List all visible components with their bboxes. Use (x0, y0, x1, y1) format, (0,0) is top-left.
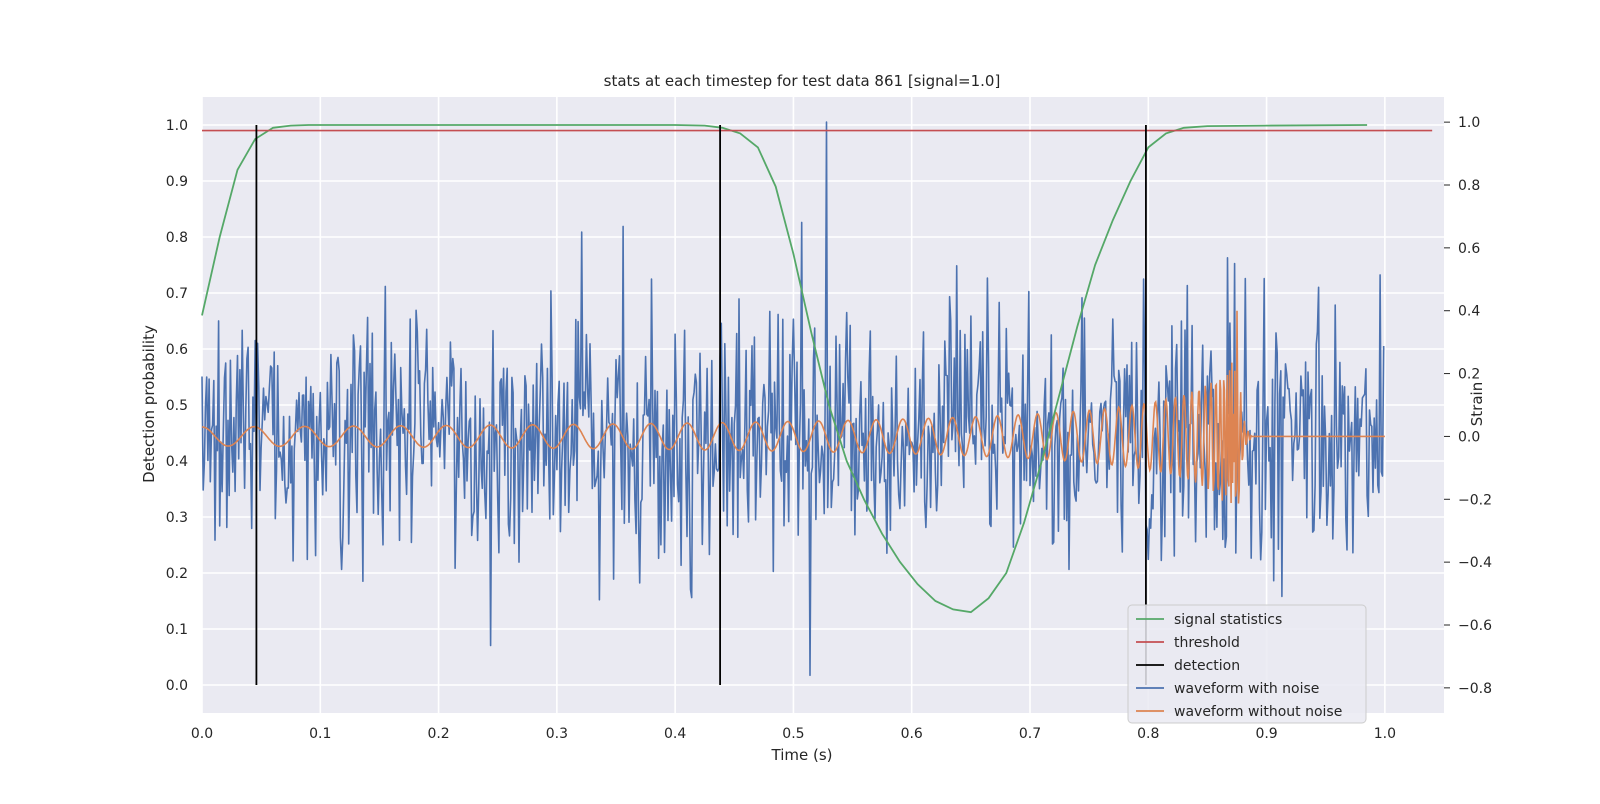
y-tick-label-left: 0.7 (166, 286, 188, 302)
y-tick-label-right: −0.4 (1458, 555, 1492, 571)
x-tick-label: 0.3 (546, 726, 568, 742)
x-tick-label: 1.0 (1374, 726, 1396, 742)
legend-label: waveform without noise (1174, 704, 1342, 720)
legend-label: waveform with noise (1174, 681, 1319, 697)
y-tick-label-right: 1.0 (1458, 115, 1480, 131)
series-waveform-without-noise (201, 310, 1385, 504)
y-tick-label-right: −0.2 (1458, 492, 1492, 508)
y-tick-label-right: 0.8 (1458, 178, 1480, 194)
x-tick-label: 0.0 (191, 726, 213, 742)
y-tick-label-left: 0.1 (166, 622, 188, 638)
x-tick-label: 0.5 (782, 726, 804, 742)
y-tick-label-left: 0.6 (166, 342, 188, 358)
x-tick-label: 0.1 (309, 726, 331, 742)
x-tick-label: 0.7 (1019, 726, 1041, 742)
y-tick-label-right: 0.6 (1458, 241, 1480, 257)
x-tick-label: 0.4 (664, 726, 686, 742)
y-tick-label-left: 0.5 (166, 398, 188, 414)
series-waveform-with-noise (201, 121, 1385, 677)
y-tick-label-right: 0.4 (1458, 304, 1480, 320)
x-tick-label: 0.9 (1255, 726, 1277, 742)
x-tick-label: 0.2 (427, 726, 449, 742)
legend: signal statistics threshold detection wavef… (1127, 604, 1367, 724)
y-tick-label-left: 0.9 (166, 174, 188, 190)
x-tick-label: 0.6 (901, 726, 923, 742)
legend-label: threshold (1174, 635, 1240, 651)
y-tick-label-left: 0.0 (166, 678, 188, 694)
y-tick-label-right: −0.8 (1458, 681, 1492, 697)
chart-title: stats at each timestep for test data 861… (604, 72, 1001, 90)
y-tick-label-right: −0.6 (1458, 618, 1492, 634)
x-axis-label: Time (s) (771, 746, 833, 764)
y-tick-label-left: 0.3 (166, 510, 188, 526)
y-tick-label-right: 0.2 (1458, 367, 1480, 383)
y-tick-label-left: 0.2 (166, 566, 188, 582)
legend-label: signal statistics (1174, 612, 1282, 628)
y-tick-label-right: 0.0 (1458, 429, 1480, 445)
y-tick-label-left: 0.4 (166, 454, 188, 470)
y-tick-label-left: 1.0 (166, 118, 188, 134)
legend-box (1127, 604, 1367, 724)
x-tick-label: 0.8 (1137, 726, 1159, 742)
y-axis-label-right: Strain (1468, 382, 1486, 426)
y-tick-label-left: 0.8 (166, 230, 188, 246)
y-axis-label-left: Detection probability (140, 325, 158, 483)
series-signal-statistics (201, 124, 1368, 614)
legend-label: detection (1174, 658, 1240, 674)
